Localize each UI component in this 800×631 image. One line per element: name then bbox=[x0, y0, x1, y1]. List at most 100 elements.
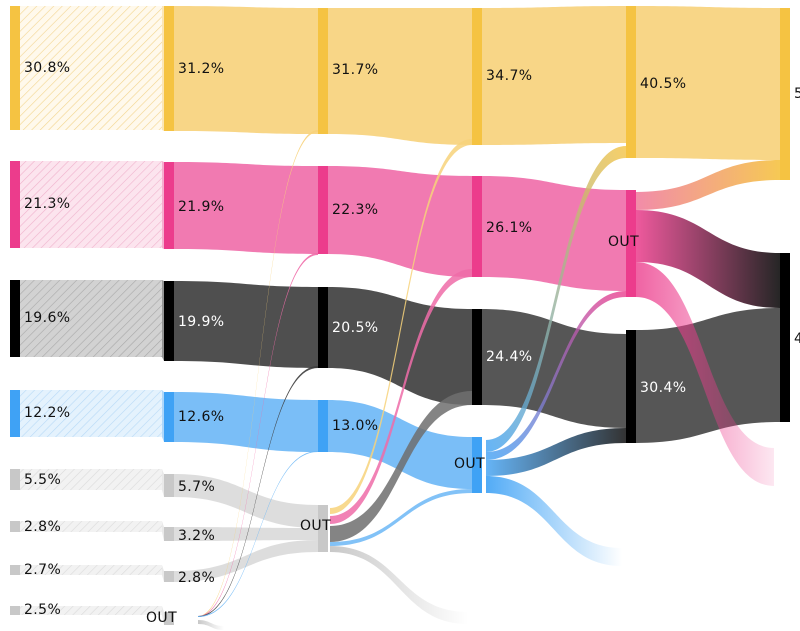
node-bar-s2-c7 bbox=[164, 571, 174, 582]
node-bar-s5-yellow bbox=[626, 6, 636, 158]
node-bar-s2-yellow bbox=[164, 6, 174, 131]
node-label-s4-out: OUT bbox=[454, 456, 485, 472]
node-label-s2-pink: 21.9% bbox=[178, 199, 224, 215]
node-bar-s1-c8 bbox=[10, 606, 20, 615]
node-label-s1-black: 19.6% bbox=[24, 310, 70, 326]
node-label-s6-yellow: 5 bbox=[794, 86, 800, 102]
node-bar-s2-pink bbox=[164, 162, 174, 249]
node-bar-s1-blue bbox=[10, 390, 20, 437]
node-block-s1-c5 bbox=[10, 469, 162, 490]
node-block-s1-blue bbox=[10, 390, 162, 437]
node-block-s1-pink bbox=[10, 161, 162, 248]
node-label-s1-c8: 2.5% bbox=[24, 602, 61, 618]
node-block-s1-c8 bbox=[10, 606, 162, 615]
link-s5out-exit bbox=[636, 262, 774, 486]
node-bar-s2-c6 bbox=[164, 527, 174, 541]
node-label-s3-pink: 22.3% bbox=[332, 202, 378, 218]
node-label-s6-black: 4 bbox=[794, 331, 800, 347]
node-label-s1-c6: 2.8% bbox=[24, 519, 61, 535]
node-block-s1-c6 bbox=[10, 521, 162, 532]
node-bar-s4-out bbox=[472, 437, 482, 493]
node-bar-s5-black bbox=[626, 330, 636, 443]
link-s2-c5-out bbox=[174, 474, 318, 528]
node-label-s4-yellow: 34.7% bbox=[486, 68, 532, 84]
link-s3out-s4-yellow bbox=[330, 139, 472, 514]
link-s1-c6-s2-c6 bbox=[162, 521, 164, 541]
link-s4-s5-yellow bbox=[482, 6, 626, 145]
link-s2-s3-yellow bbox=[174, 6, 318, 134]
node-bar-s1-c5 bbox=[10, 469, 20, 490]
link-s3-s4-pink bbox=[328, 166, 472, 277]
node-label-s2-c5: 5.7% bbox=[178, 479, 215, 495]
node-bar-s2-c5 bbox=[164, 474, 174, 497]
link-s3out-s4-pink bbox=[330, 269, 472, 524]
node-label-s4-black: 24.4% bbox=[486, 349, 532, 365]
link-s3-s4-black bbox=[328, 287, 472, 405]
link-s2-c6-out bbox=[174, 527, 318, 541]
node-bar-s1-c7 bbox=[10, 565, 20, 575]
link-s4out-exit bbox=[486, 476, 622, 566]
node-bar-s4-black bbox=[472, 309, 482, 405]
node-label-s3-yellow: 31.7% bbox=[332, 62, 378, 78]
link-s4-s5-pink bbox=[482, 176, 626, 291]
node-bar-s5-out bbox=[626, 190, 636, 297]
node-bar-s2-black bbox=[164, 281, 174, 361]
node-bar-s3-yellow bbox=[318, 8, 328, 134]
link-s1-s2-black bbox=[162, 280, 164, 361]
link-s2out-s3-pink bbox=[198, 253, 318, 617]
link-s2-s3-pink bbox=[174, 162, 318, 254]
link-s5out-s6-black bbox=[636, 210, 780, 308]
link-s1-c7-s2-c7 bbox=[162, 565, 164, 582]
node-label-s2-blue: 12.6% bbox=[178, 409, 224, 425]
link-s3-s4-blue bbox=[328, 400, 472, 489]
node-label-s2-c6: 3.2% bbox=[178, 528, 215, 544]
node-label-s2-black: 19.9% bbox=[178, 314, 224, 330]
link-s2-s3-black bbox=[174, 281, 318, 368]
link-s4-s5-black bbox=[482, 309, 626, 428]
node-label-s1-c7: 2.7% bbox=[24, 562, 61, 578]
node-bar-s3-black bbox=[318, 287, 328, 368]
node-label-s5-yellow: 40.5% bbox=[640, 76, 686, 92]
link-s3-s4-yellow bbox=[328, 8, 472, 145]
node-bar-s2-out bbox=[164, 612, 174, 625]
node-label-s5-black: 30.4% bbox=[640, 380, 686, 396]
node-bar-s6-black bbox=[780, 253, 790, 422]
link-s1-c5-s2-c5 bbox=[162, 469, 164, 497]
node-label-s1-yellow: 30.8% bbox=[24, 60, 70, 76]
link-s2out-s3-yellow bbox=[198, 130, 318, 617]
node-label-s4-pink: 26.1% bbox=[486, 220, 532, 236]
node-bar-s1-black bbox=[10, 280, 20, 357]
node-bar-s1-pink bbox=[10, 161, 20, 248]
link-s1-s2-pink bbox=[162, 161, 164, 249]
link-s5-s6-yellow bbox=[636, 6, 780, 160]
link-s4out-s5-yellow bbox=[486, 146, 626, 452]
node-label-s1-blue: 12.2% bbox=[24, 405, 70, 421]
node-bar-s3-out bbox=[318, 505, 328, 552]
link-s1-c8-s2-out bbox=[162, 606, 164, 625]
node-label-s1-pink: 21.3% bbox=[24, 196, 70, 212]
link-s3out-exit bbox=[330, 546, 468, 624]
node-bar-s1-c6 bbox=[10, 521, 20, 532]
node-block-s1-c7 bbox=[10, 565, 162, 575]
node-bar-s1-yellow bbox=[10, 6, 20, 130]
node-bar-s2-blue bbox=[164, 392, 174, 442]
link-s1-s2-blue bbox=[162, 390, 164, 442]
link-s4out-s5-black bbox=[486, 428, 626, 476]
link-s5out-s6-yellow bbox=[636, 160, 780, 210]
node-label-s3-out: OUT bbox=[300, 518, 331, 534]
node-block-s1-yellow bbox=[10, 6, 162, 130]
node-label-s2-yellow: 31.2% bbox=[178, 61, 224, 77]
node-label-s2-c7: 2.8% bbox=[178, 570, 215, 586]
link-s3out-s4-blue bbox=[330, 489, 472, 546]
node-label-s2-out: OUT bbox=[146, 610, 177, 626]
node-bar-s3-blue bbox=[318, 400, 328, 452]
node-block-s1-black bbox=[10, 280, 162, 357]
link-s1-s2-yellow bbox=[162, 6, 164, 131]
link-s2out-exit bbox=[198, 620, 224, 630]
node-label-s1-c5: 5.5% bbox=[24, 472, 61, 488]
node-label-s5-out: OUT bbox=[608, 234, 639, 250]
node-bar-s4-pink bbox=[472, 176, 482, 277]
link-s2out-s3-blue bbox=[198, 451, 318, 617]
